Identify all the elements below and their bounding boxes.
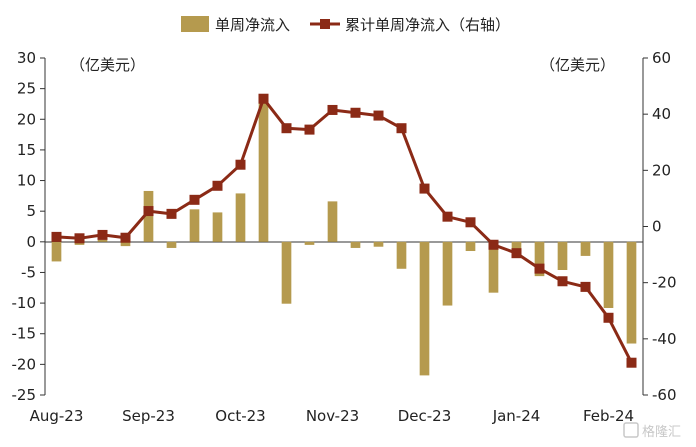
cumulative-flow-point: [143, 206, 154, 217]
cumulative-flow-point: [258, 93, 269, 104]
left-tick-label: 25: [17, 80, 36, 98]
weekly-flow-bar: [235, 193, 246, 242]
weekly-flow-bar: [511, 241, 522, 249]
cumulative-flow-point: [373, 110, 384, 121]
right-tick-label: -60: [652, 386, 677, 404]
left-tick-label: 15: [17, 141, 36, 159]
legend-line-marker: [320, 19, 330, 29]
cumulative-flow-point: [419, 183, 430, 194]
cumulative-flow-point: [396, 123, 407, 134]
right-tick-label: -40: [652, 330, 677, 348]
x-tick-label: Sep-23: [122, 407, 175, 425]
cumulative-flow-point: [235, 159, 246, 170]
x-tick-label: Nov-23: [306, 407, 359, 425]
cumulative-flow-point: [281, 123, 292, 134]
left-tick-label: -15: [12, 325, 37, 343]
cumulative-flow-point: [74, 233, 85, 244]
weekly-flow-bar: [396, 241, 407, 269]
watermark: 格隆汇: [623, 422, 681, 440]
left-tick-label: -5: [21, 263, 36, 281]
weekly-flow-bar: [120, 241, 131, 247]
right-tick-label: 20: [652, 161, 671, 179]
left-tick-label: 20: [17, 110, 36, 128]
right-tick-label: -20: [652, 274, 677, 292]
cumulative-flow-point: [626, 357, 637, 368]
cumulative-flow-point: [51, 231, 62, 242]
legend-bar-swatch: [181, 16, 209, 32]
cumulative-flow-point: [465, 217, 476, 228]
cumulative-flow-point: [212, 180, 223, 191]
x-tick-label: Oct-23: [215, 407, 265, 425]
weekly-flow-bar: [189, 209, 200, 242]
cumulative-flow-point: [442, 211, 453, 222]
watermark-text: 格隆汇: [642, 424, 681, 440]
legend-line-label: 累计单周净流入（右轴）: [345, 16, 510, 34]
left-tick-label: 5: [26, 202, 36, 220]
cumulative-flow-point: [580, 281, 591, 292]
weekly-flow-bar: [350, 241, 361, 248]
weekly-flow-bar: [74, 241, 85, 245]
weekly-flow-bar: [465, 241, 476, 252]
right-unit-label: （亿美元）: [540, 56, 615, 74]
x-tick-label: Jan-24: [492, 407, 541, 425]
weekly-flow-bar: [143, 190, 154, 242]
weekly-flow-bar: [488, 241, 499, 293]
legend: 单周净流入 累计单周净流入（右轴）: [181, 16, 510, 34]
bar-series: [51, 97, 637, 376]
right-axis-ticks: 60 40 20 0 -20 -40 -60: [643, 49, 677, 404]
weekly-flow-bar: [603, 241, 614, 308]
weekly-flow-bar: [626, 241, 637, 344]
weekly-flow-bar: [442, 241, 453, 306]
cumulative-flow-line: [56, 97, 633, 364]
weekly-flow-bar: [373, 241, 384, 247]
cumulative-flow-point: [166, 208, 177, 219]
weekly-flow-bar: [281, 241, 292, 304]
cumulative-flow-point: [304, 124, 315, 135]
cumulative-flow-point: [120, 232, 131, 243]
left-tick-label: 10: [17, 172, 36, 190]
left-tick-label: -25: [12, 386, 37, 404]
cumulative-flow-point: [97, 229, 108, 240]
watermark-logo-icon: [623, 422, 639, 438]
weekly-flow-bar: [327, 201, 338, 242]
cumulative-flow-point: [327, 104, 338, 115]
weekly-flow-bar: [51, 241, 62, 262]
weekly-flow-bar: [97, 239, 108, 242]
x-axis-ticks: Aug-23 Sep-23 Oct-23 Nov-23 Dec-23 Jan-24 Feb-…: [30, 407, 634, 425]
left-tick-label: 30: [17, 49, 36, 67]
x-tick-label: Dec-23: [398, 407, 452, 425]
right-tick-label: 0: [652, 218, 662, 236]
weekly-flow-bar: [419, 241, 430, 376]
weekly-flow-bar: [557, 241, 568, 271]
weekly-flow-bar: [166, 241, 177, 248]
cumulative-flow-point: [511, 248, 522, 259]
left-unit-label: （亿美元）: [70, 56, 145, 74]
left-tick-label: -10: [12, 294, 37, 312]
right-tick-label: 40: [652, 105, 671, 123]
weekly-flow-bar: [304, 241, 315, 245]
weekly-flow-bar: [212, 212, 223, 242]
x-tick-label: Aug-23: [30, 407, 84, 425]
cumulative-flow-point: [534, 263, 545, 274]
cumulative-flow-point: [488, 239, 499, 250]
legend-bar-label: 单周净流入: [215, 16, 290, 34]
cumulative-flow-point: [603, 312, 614, 323]
weekly-flow-bar: [258, 97, 269, 242]
weekly-flow-bar: [580, 241, 591, 256]
right-tick-label: 60: [652, 49, 671, 67]
left-axis-ticks: 30 25 20 15 10 5 0 -5 -10 -15 -20 -25: [12, 49, 45, 404]
cumulative-flow-point: [189, 194, 200, 205]
cumulative-flow-point: [557, 276, 568, 287]
x-tick-label: Feb-24: [583, 407, 634, 425]
line-series: [51, 93, 637, 368]
cumulative-flow-point: [350, 107, 361, 118]
left-tick-label: 0: [26, 233, 36, 251]
weekly-flow-bar: [534, 241, 545, 277]
left-tick-label: -20: [12, 355, 37, 373]
